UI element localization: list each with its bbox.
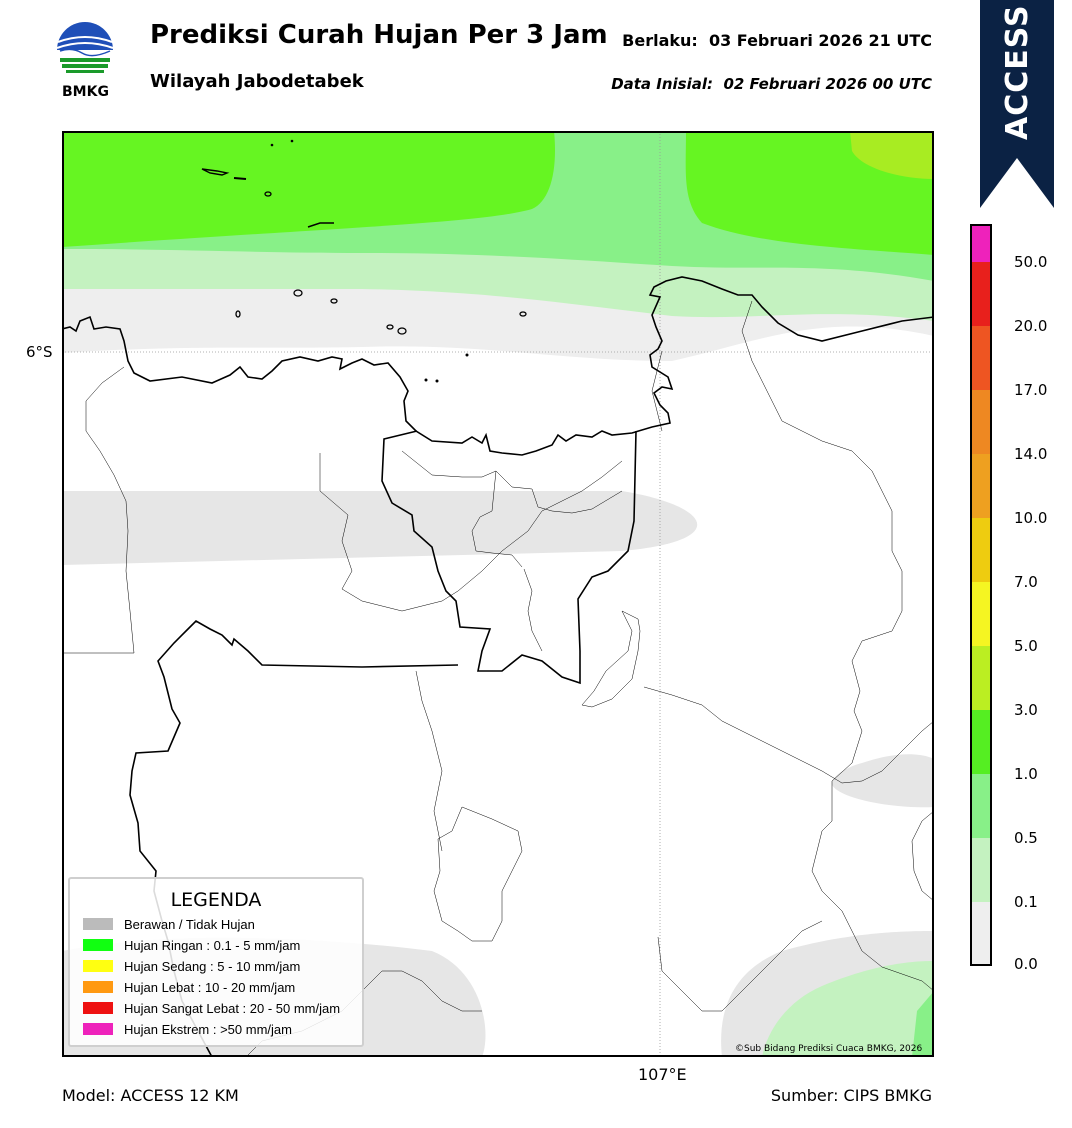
island: [397, 327, 407, 335]
colorbar-segment: [972, 710, 990, 774]
colorbar-segment: [972, 390, 990, 454]
colorbar-label: 3.0: [1014, 701, 1038, 719]
colorbar-segment: [972, 902, 990, 966]
island: [465, 353, 469, 357]
cloud-patch-east: [832, 754, 934, 808]
island: [307, 222, 334, 228]
map-credit: ©Sub Bidang Prediksi Cuaca BMKG, 2026: [735, 1044, 923, 1054]
light-rain-southeast-2: [912, 991, 934, 1057]
colorbar-label: 0.0: [1014, 955, 1038, 973]
legend-swatch: [83, 1002, 113, 1014]
model-label: Model: ACCESS 12 KM: [62, 1086, 239, 1105]
logo-text: BMKG: [62, 84, 109, 100]
light-rain-southeast: [762, 961, 934, 1057]
colorbar-segment: [972, 326, 990, 390]
source-label: Sumber: CIPS BMKG: [770, 1086, 932, 1105]
colorbar-label: 50.0: [1014, 253, 1048, 271]
colorbar-label: 0.1: [1014, 893, 1038, 911]
light-rain-band-3-west: [62, 131, 556, 247]
legend-box: LEGENDA Berawan / Tidak Hujan Hujan Ringa…: [68, 877, 364, 1047]
access-ribbon-shape: [980, 0, 1054, 208]
colorbar-frame: [970, 224, 992, 966]
colorbar-segment: [972, 262, 990, 326]
legend-swatch: [83, 981, 113, 993]
colorbar-segment: [972, 454, 990, 518]
colorbar-segment: [972, 518, 990, 582]
legend-label: Berawan / Tidak Hujan: [124, 916, 255, 932]
legend-item: Berawan / Tidak Hujan: [83, 916, 255, 932]
page-title: Prediksi Curah Hujan Per 3 Jam: [150, 20, 608, 50]
colorbar-label: 5.0: [1014, 637, 1038, 655]
legend-label: Hujan Sangat Lebat : 20 - 50 mm/jam: [124, 1000, 341, 1016]
legend-item: Hujan Sangat Lebat : 20 - 50 mm/jam: [83, 1000, 340, 1016]
rain-band-4: [850, 131, 934, 179]
colorbar-segment: [972, 646, 990, 710]
legend-item: Hujan Ekstrem : >50 mm/jam: [83, 1021, 292, 1037]
page-subtitle: Wilayah Jabodetabek: [150, 71, 364, 92]
legend-swatch: [83, 1023, 113, 1035]
island: [435, 379, 439, 383]
legend-item: Hujan Ringan : 0.1 - 5 mm/jam: [83, 937, 300, 953]
legend-label: Hujan Lebat : 10 - 20 mm/jam: [124, 979, 296, 995]
colorbar: [970, 224, 992, 966]
island: [290, 139, 294, 143]
rainfall-map: [62, 131, 934, 1057]
legend-label: Hujan Sedang : 5 - 10 mm/jam: [124, 958, 301, 974]
colorbar-label: 17.0: [1014, 381, 1048, 399]
island: [293, 289, 303, 297]
latitude-label: 6°S: [26, 343, 53, 361]
colorbar-segment: [972, 774, 990, 838]
legend-item: Hujan Lebat : 10 - 20 mm/jam: [83, 979, 295, 995]
longitude-label: 107°E: [638, 1065, 687, 1084]
map-frame: [62, 131, 934, 1057]
cloud-band-middle: [62, 491, 698, 565]
colorbar-label: 7.0: [1014, 573, 1038, 591]
colorbar-segment: [972, 582, 990, 646]
colorbar-segment: [972, 226, 990, 262]
province-boundary: [381, 430, 637, 685]
colorbar-label: 10.0: [1014, 509, 1048, 527]
island: [235, 310, 241, 318]
access-ribbon: [980, 0, 1054, 208]
legend-title: LEGENDA: [170, 889, 262, 911]
island: [264, 191, 272, 197]
legend-label: Hujan Ringan : 0.1 - 5 mm/jam: [124, 937, 301, 953]
island: [270, 143, 274, 147]
bmkg-logo: [56, 22, 114, 73]
island: [201, 168, 230, 176]
island: [233, 177, 247, 180]
colorbar-label: 14.0: [1014, 445, 1048, 463]
legend-swatch: [83, 960, 113, 972]
valid-time: Berlaku: 03 Februari 2026 21 UTC: [622, 31, 932, 50]
colorbar-label: 20.0: [1014, 317, 1048, 335]
legend-swatch: [83, 918, 113, 930]
access-badge-text: ACCESS: [1000, 4, 1035, 140]
island: [424, 378, 428, 382]
coastline: [62, 276, 934, 456]
colorbar-segment: [972, 838, 990, 902]
island: [330, 298, 338, 304]
legend-item: Hujan Sedang : 5 - 10 mm/jam: [83, 958, 300, 974]
initial-time: Data Inisial: 02 Februari 2026 00 UTC: [611, 75, 932, 93]
island: [519, 311, 527, 317]
island: [386, 324, 394, 330]
legend-swatch: [83, 939, 113, 951]
colorbar-label: 0.5: [1014, 829, 1038, 847]
colorbar-label: 1.0: [1014, 765, 1038, 783]
legend-label: Hujan Ekstrem : >50 mm/jam: [124, 1021, 292, 1037]
